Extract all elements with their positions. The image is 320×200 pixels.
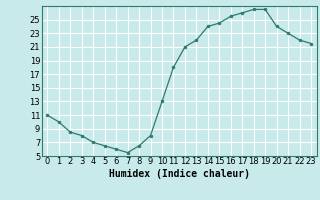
- X-axis label: Humidex (Indice chaleur): Humidex (Indice chaleur): [109, 169, 250, 179]
